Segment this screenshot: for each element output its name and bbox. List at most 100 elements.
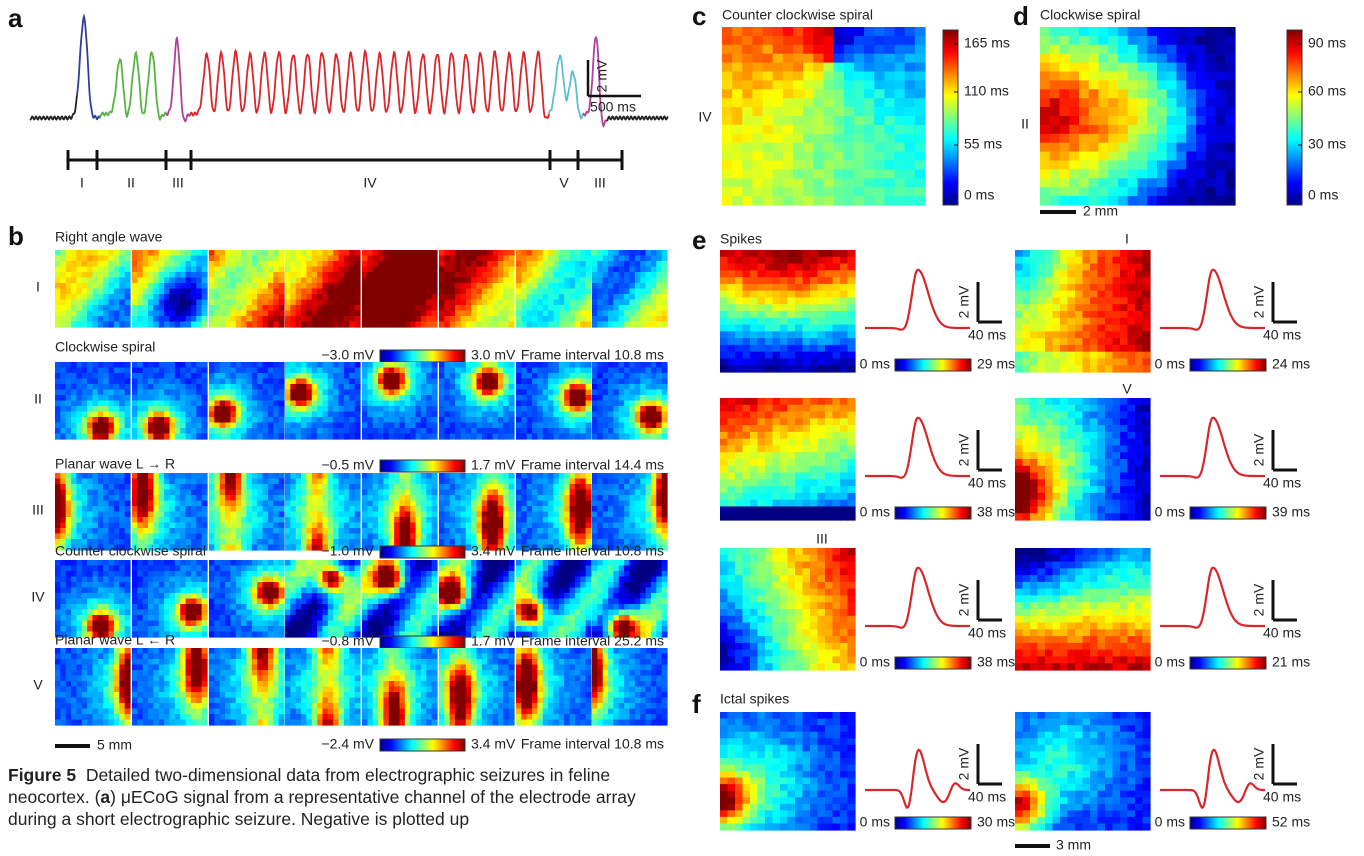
heatmap-cell	[132, 417, 138, 423]
heatmap-cell	[575, 267, 581, 273]
heatmap-cell	[196, 256, 202, 262]
heatmap-cell	[93, 362, 99, 368]
heatmap-cell	[214, 512, 220, 518]
heatmap-cell	[646, 406, 652, 412]
heatmap-cell	[125, 560, 131, 566]
heatmap-cell	[603, 305, 609, 311]
heatmap-cell	[651, 417, 657, 423]
heatmap-cell	[575, 289, 581, 295]
heatmap-cell	[153, 523, 159, 529]
heatmap-cell	[257, 395, 263, 401]
heatmap-cell	[597, 311, 603, 317]
heatmap-cell	[516, 300, 522, 306]
heatmap-cell	[76, 395, 82, 401]
heatmap-cell	[580, 523, 586, 529]
heatmap-cell	[592, 417, 598, 423]
heatmap-cell	[410, 390, 416, 396]
heatmap-cell	[460, 294, 466, 300]
heatmap-cell	[191, 479, 197, 485]
heatmap-cell	[554, 322, 560, 328]
heatmap-cell	[646, 305, 652, 311]
heatmap-cell	[640, 434, 646, 440]
heatmap-cell	[196, 267, 202, 273]
heatmap-cell	[373, 278, 379, 284]
heatmap-cell	[482, 534, 488, 540]
heatmap-cell	[493, 283, 499, 289]
heatmap-cell	[477, 417, 483, 423]
heatmap-cell	[586, 473, 592, 479]
heatmap-cell	[460, 322, 466, 328]
heatmap-cell	[268, 539, 274, 545]
heatmap-cell	[426, 267, 432, 273]
heatmap-cell	[247, 278, 253, 284]
heatmap-cell	[344, 294, 350, 300]
heatmap-cell	[125, 423, 131, 429]
heatmap-cell	[220, 523, 226, 529]
heatmap-cell	[597, 534, 603, 540]
heatmap-cell	[132, 434, 138, 440]
heatmap-cell	[471, 390, 477, 396]
heatmap-cell	[503, 401, 509, 407]
heatmap-cell	[306, 283, 312, 289]
heatmap-cell	[344, 373, 350, 379]
heatmap-cell	[143, 406, 149, 412]
heatmap-cell	[257, 517, 263, 523]
heatmap-cell	[93, 528, 99, 534]
heatmap-cell	[344, 479, 350, 485]
heatmap-cell	[344, 261, 350, 267]
heatmap-cell	[532, 473, 538, 479]
heatmap-cell	[202, 368, 208, 374]
heatmap-cell	[471, 484, 477, 490]
heatmap-cell	[586, 261, 592, 267]
heatmap-cell	[60, 495, 66, 501]
heatmap-cell	[191, 412, 197, 418]
heatmap-cell	[230, 428, 236, 434]
heatmap-cell	[521, 311, 527, 317]
heatmap-cell	[323, 283, 329, 289]
heatmap-cell	[619, 362, 625, 368]
heatmap-cell	[349, 305, 355, 311]
heatmap-cell	[66, 512, 72, 518]
heatmap-cell	[471, 373, 477, 379]
heatmap-cell	[575, 484, 581, 490]
heatmap-cell	[378, 272, 384, 278]
heatmap-cell	[252, 305, 258, 311]
heatmap-cell	[635, 362, 641, 368]
heatmap-cell	[362, 294, 368, 300]
heatmap-cell	[482, 267, 488, 273]
heatmap-cell	[640, 401, 646, 407]
heatmap-cell	[225, 283, 231, 289]
heatmap-cell	[509, 300, 515, 306]
heatmap-cell	[586, 322, 592, 328]
heatmap-cell	[93, 412, 99, 418]
heatmap-cell	[498, 395, 504, 401]
heatmap-cell	[460, 534, 466, 540]
heatmap-cell	[98, 412, 104, 418]
heatmap-cell	[93, 604, 99, 610]
heatmap-cell	[656, 401, 662, 407]
heatmap-cell	[543, 261, 549, 267]
heatmap-cell	[241, 395, 247, 401]
heatmap-cell	[109, 588, 115, 594]
heatmap-cell	[196, 534, 202, 540]
heatmap-cell	[450, 423, 456, 429]
heatmap-cell	[460, 250, 466, 256]
heatmap-cell	[76, 534, 82, 540]
heatmap-cell	[93, 283, 99, 289]
heatmap-cell	[137, 528, 143, 534]
heatmap-cell	[137, 272, 143, 278]
heatmap-cell	[137, 305, 143, 311]
heatmap-cell	[651, 278, 657, 284]
heatmap-cell	[432, 311, 438, 317]
heatmap-cell	[164, 523, 170, 529]
heatmap-cell	[656, 278, 662, 284]
heatmap-cell	[290, 395, 296, 401]
heatmap-cell	[153, 512, 159, 518]
heatmap-cell	[630, 311, 636, 317]
heatmap-cell	[410, 479, 416, 485]
heatmap-cell	[592, 534, 598, 540]
heatmap-cell	[186, 278, 192, 284]
heatmap-cell	[651, 283, 657, 289]
heatmap-cell	[241, 283, 247, 289]
heatmap-cell	[125, 479, 131, 485]
